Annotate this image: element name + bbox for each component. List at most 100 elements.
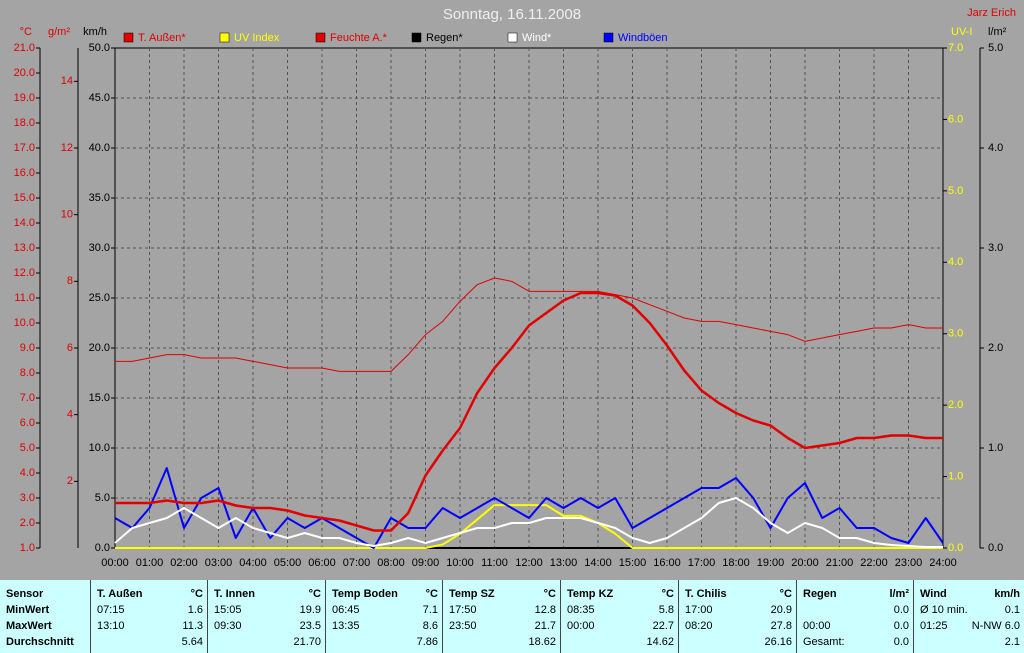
x-tick-label: 21:00 [826,557,854,569]
y-tick-label: 5.0 [20,442,35,454]
cell-value: 21.7 [534,620,556,632]
y-tick-label: 11.0 [14,292,35,304]
y-tick-label: 10 [61,209,73,221]
cell-value: 0.1 [1004,604,1020,616]
y-tick-label: 4.0 [948,256,963,268]
cell-value: 26.16 [764,636,792,648]
x-tick-label: 04:00 [239,557,267,569]
legend-label: Windböen [618,32,668,44]
legend-label: Feuchte A.* [330,32,388,44]
x-tick-label: 14:00 [584,557,612,569]
legend-swatch [123,32,134,43]
cell-value: N-NW 6.0 [971,620,1020,632]
y-tick-label: 20.0 [14,67,35,79]
column-unit: l/m² [889,588,909,600]
column-header: T. Innen [214,588,255,600]
y-tick-label: 6 [67,342,73,354]
x-tick-label: 07:00 [343,557,371,569]
cell-value: 8.6 [422,620,438,632]
y-tick-label: 1.0 [988,442,1003,454]
cell-value: 0.0 [893,604,909,616]
x-tick-label: 09:00 [412,557,440,569]
legend-swatch [219,32,230,43]
cell-value: 5.8 [658,604,674,616]
column-header: Temp SZ [449,588,495,600]
x-tick-label: 03:00 [205,557,233,569]
y-tick-label: 17.0 [14,142,35,154]
y-tick-label: 12.0 [14,267,35,279]
stats-table: Sensor MinWert MaxWert Durchschnitt T. Außen… [0,580,1024,653]
x-tick-label: 01:00 [136,557,164,569]
table-column: T. Chilis °C 17:00 20.9 08:20 27.8 26.16 [678,580,796,653]
x-tick-label: 23:00 [895,557,923,569]
y-tick-label: 1.0 [948,470,963,482]
y-tick-label: 4.0 [20,467,35,479]
legend-swatch [603,32,614,43]
x-tick-label: 10:00 [446,557,474,569]
series-line [115,504,943,549]
cell-value: 5.64 [181,636,203,648]
y-tick-label: 12 [61,142,73,154]
y-tick-label: 2.0 [948,399,963,411]
cell-time: 23:50 [449,620,477,632]
column-unit: km/h [994,588,1020,600]
column-unit: °C [779,588,792,600]
y-tick-label: 6.0 [20,417,35,429]
y-tick-label: 3.0 [20,492,35,504]
legend-swatch [411,32,422,43]
y-tick-label: 4 [67,409,73,421]
column-header: Temp Boden [332,588,398,600]
y-tick-label: 1.0 [20,542,35,554]
cell-value: 1.6 [187,604,203,616]
y-tick-label: 7.0 [20,392,35,404]
cell-time: 08:35 [567,604,595,616]
table-column: Regen l/m² 0.0 00:00 0.0 Gesamt: 0.0 [796,580,913,653]
x-tick-label: 06:00 [308,557,336,569]
y-tick-label: 14 [61,75,73,87]
row-label: Durchschnitt [6,636,74,648]
chart: Sonntag, 16.11.2008 Jarz Erich °C 1.0 2.0 3… [14,6,1016,569]
x-tick-label: 16:00 [653,557,681,569]
x-tick-label: 12:00 [515,557,543,569]
x-tick-label: 17:00 [688,557,716,569]
y-tick-label: 0.0 [988,542,1003,554]
x-tick-label: 24:00 [929,557,957,569]
y-tick-label: 4.0 [988,142,1003,154]
y-tick-label: 25.0 [89,292,110,304]
y-tick-label: 3.0 [948,328,963,340]
y-tick-label: 10.0 [14,317,35,329]
y-tick-label: 5.0 [948,185,963,197]
cell-value: 18.62 [528,636,556,648]
table-column: Temp KZ °C 08:35 5.8 00:00 22.7 14.62 [560,580,678,653]
cell-time: 06:45 [332,604,360,616]
y-tick-label: 7.0 [948,42,963,54]
column-header: Regen [803,588,837,600]
cell-time: 09:30 [214,620,242,632]
cell-time: 07:15 [97,604,125,616]
x-tick-label: 15:00 [619,557,647,569]
axis-label: °C [20,26,32,38]
y-tick-label: 18.0 [14,117,35,129]
column-header: Wind [920,588,947,600]
cell-value: 0.0 [893,636,909,648]
cell-time: 13:10 [97,620,125,632]
y-tick-label: 19.0 [14,92,35,104]
column-header: T. Chilis [685,588,727,600]
y-tick-label: 40.0 [89,142,110,154]
y-tick-label: 8 [67,275,73,287]
column-header: Temp KZ [567,588,614,600]
cell-value: 23.5 [299,620,321,632]
x-tick-label: 18:00 [722,557,750,569]
y-tick-label: 5.0 [95,492,110,504]
table-column: Wind km/h Ø 10 min. 0.1 01:25 N-NW 6.0 2.1 [913,580,1024,653]
cell-time: 17:00 [685,604,713,616]
x-tick-label: 19:00 [757,557,785,569]
column-unit: °C [308,588,321,600]
y-tick-label: 16.0 [14,167,35,179]
cell-value: 22.7 [652,620,674,632]
y-tick-label: 2.0 [20,517,35,529]
cell-value: 0.0 [893,620,909,632]
column-unit: °C [543,588,556,600]
cell-time: 01:25 [920,620,948,632]
cell-time: 00:00 [803,620,831,632]
